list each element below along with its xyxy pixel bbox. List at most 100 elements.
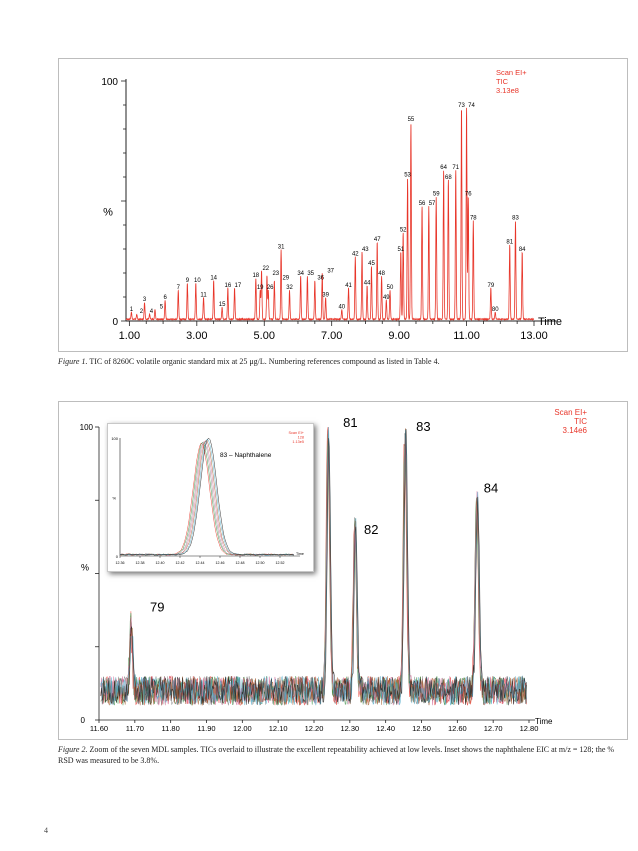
peak-label: 79 <box>487 283 494 289</box>
peak-label: 31 <box>278 244 285 250</box>
x-tick-label: 12.48 <box>236 561 245 565</box>
y-tick-label: 100 <box>111 436 118 441</box>
peak-label: 64 <box>440 165 447 171</box>
peak-label: 39 <box>322 292 329 298</box>
peak-label: 16 <box>224 283 231 289</box>
x-tick-label: 12.42 <box>176 561 185 565</box>
peak-label: 1 <box>130 307 134 313</box>
naphthalene-inset: 100 0% 12.36 12.38 12.40 12.42 12.44 12.46 12.48… <box>107 423 314 572</box>
peak-label: 35 <box>307 271 314 277</box>
x-tick-label: 11.00 <box>453 330 480 342</box>
peak-label: 9 <box>186 278 190 284</box>
x-tick-label: 12.70 <box>484 724 503 733</box>
peak-label: 17 <box>234 283 241 289</box>
page-number: 4 <box>44 826 48 835</box>
x-tick-label: 13.00 <box>520 330 548 342</box>
tic-chart: 100 0% 1.00 3.00 5.00 7.00 9.00 11.00 13.00 Time S… <box>101 68 562 342</box>
figure-1-caption-label: Figure 1. <box>58 357 88 366</box>
peak-label: 23 <box>272 271 279 277</box>
peak-label: 6 <box>163 295 167 301</box>
figure-2-caption-text: Zoom of the seven MDL samples. TICs over… <box>58 745 615 765</box>
mdl-trace <box>100 428 527 706</box>
peak-label: 78 <box>470 216 477 222</box>
x-tick-label: 11.90 <box>197 724 215 733</box>
peak-label: 50 <box>387 285 394 291</box>
peak-label: 55 <box>408 117 415 123</box>
x-tick-label: 12.46 <box>216 561 225 565</box>
eic-trace <box>119 441 295 556</box>
y-tick-label: 0 <box>116 554 119 559</box>
peak-label: 14 <box>210 276 217 282</box>
chart-header-line: 1.13e5 <box>292 440 304 444</box>
peak-label: 74 <box>468 103 475 109</box>
x-tick-label: 7.00 <box>321 330 342 342</box>
peak-label: 43 <box>362 247 369 253</box>
x-tick-label: 5.00 <box>254 330 275 342</box>
figure-2-panel: 100 0% 11.60 11.70 11.80 11.90 12.00 12.10 12.20… <box>58 401 628 740</box>
x-axis-label: Time <box>535 717 553 726</box>
peak-label: 82 <box>364 522 378 537</box>
inset-chart: 100 0% 12.36 12.38 12.40 12.42 12.44 12.46 12.48… <box>111 431 304 565</box>
figure-2-caption: Figure 2. Zoom of the seven MDL samples.… <box>58 744 618 766</box>
peak-label: 81 <box>343 415 357 430</box>
peak-label: 73 <box>458 103 465 109</box>
y-axis-label: % <box>103 206 113 218</box>
peak-label: 71 <box>452 165 459 171</box>
peak-label: 22 <box>262 266 269 272</box>
peak-label: 80 <box>492 307 499 313</box>
peak-label: 41 <box>345 283 352 289</box>
figure-1-caption: Figure 1. TIC of 8260C volatile organic … <box>58 356 618 367</box>
x-tick-label: 12.50 <box>412 724 431 733</box>
x-tick-label: 12.40 <box>376 724 395 733</box>
peak-label: 47 <box>374 237 381 243</box>
peak-label: 4 <box>150 309 154 315</box>
y-tick-label: 0 <box>112 317 118 328</box>
x-tick-label: 12.20 <box>305 724 324 733</box>
peak-label: 79 <box>150 599 164 614</box>
x-tick-label: 12.52 <box>276 561 285 565</box>
x-tick-label: 1.00 <box>119 330 140 342</box>
eic-trace <box>119 437 295 556</box>
peak-label: 83 <box>512 216 519 222</box>
peak-label: 51 <box>397 247 404 253</box>
peak-label: 83 <box>416 419 430 434</box>
x-tick-label: 12.36 <box>116 561 125 565</box>
figure-1-panel: 100 0% 1.00 3.00 5.00 7.00 9.00 11.00 13.00 Time S… <box>58 58 628 352</box>
x-tick-label: 9.00 <box>388 330 409 342</box>
peak-label: 15 <box>219 302 226 308</box>
eic-trace <box>119 440 295 556</box>
inset-title: 83 – Naphthalene <box>220 452 272 459</box>
figure-2-caption-label: Figure 2. <box>58 745 88 754</box>
peak-label: 68 <box>445 175 452 181</box>
peak-label: 11 <box>200 292 207 298</box>
chart-header-line: Scan EI+ <box>554 408 587 417</box>
peak-label: 18 <box>252 273 259 279</box>
y-tick-label: 100 <box>101 77 118 88</box>
peak-label: 52 <box>400 228 407 234</box>
peak-label: 26 <box>267 285 274 291</box>
x-tick-label: 12.50 <box>256 561 265 565</box>
peak-label: 10 <box>194 278 201 284</box>
chart-header-line: 3.14e6 <box>563 426 588 435</box>
peak-label: 19 <box>257 285 264 291</box>
x-tick-label: 3.00 <box>186 330 207 342</box>
x-axis-label: Time <box>538 316 562 328</box>
peak-label: 84 <box>484 480 498 495</box>
peak-label: 84 <box>519 247 526 253</box>
peak-label: 44 <box>364 280 371 286</box>
peak-label: 2 <box>140 309 144 315</box>
peak-label: 40 <box>338 304 345 310</box>
peak-label: 59 <box>433 192 440 198</box>
x-axis-label: Time <box>296 552 304 556</box>
peak-label: 81 <box>506 240 513 246</box>
peak-label: 3 <box>143 297 147 303</box>
peak-label: 45 <box>368 261 375 267</box>
peak-label: 76 <box>465 192 472 198</box>
peak-label: 7 <box>177 285 181 291</box>
x-tick-label: 12.10 <box>269 724 288 733</box>
x-tick-label: 12.30 <box>340 724 359 733</box>
chart-header-line: Scan EI+ <box>288 431 304 435</box>
x-tick-label: 11.70 <box>126 724 144 733</box>
peak-label: 29 <box>282 276 289 282</box>
figure-1-caption-text: TIC of 8260C volatile organic standard m… <box>89 357 440 366</box>
